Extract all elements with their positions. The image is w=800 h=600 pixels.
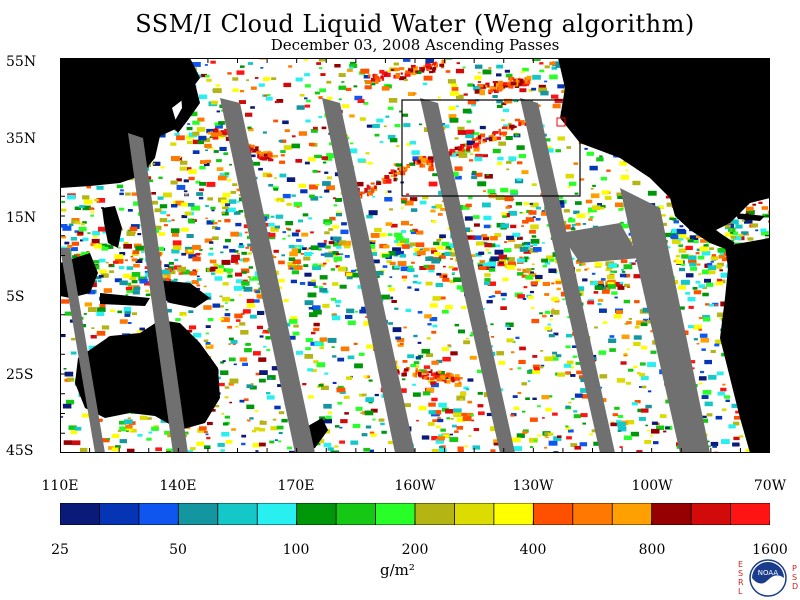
colorbar-swatch (60, 503, 101, 525)
swath-gap-6 (520, 98, 615, 453)
swath-gap-2 (60, 248, 105, 453)
land-indonesia-islands (100, 293, 150, 306)
lat-label-45s: 45S (6, 443, 34, 459)
land-japan (172, 78, 200, 133)
swath-gap-5 (420, 98, 515, 453)
small-red-box (556, 117, 566, 127)
colorbar-swatch (690, 503, 732, 525)
colorbar-swatch (611, 503, 653, 525)
colorbar-label-400: 400 (519, 542, 547, 558)
noaa-logo-text: NOAA (758, 569, 779, 577)
map-title: SSM/I Cloud Liquid Water (Weng algorithm… (135, 10, 695, 38)
highlight-box (401, 99, 581, 197)
colorbar-label-1600: 1600 (752, 542, 788, 558)
colorbar-swatch (493, 503, 535, 525)
colorbar-swatch (572, 503, 613, 525)
lat-label-55n: 55N (6, 54, 37, 70)
swath-gap-1 (128, 133, 188, 453)
land-australia (75, 320, 220, 430)
map-frame (60, 58, 770, 453)
cloud-liquid-water-map (60, 58, 770, 453)
logo-right-letters: PSD (792, 564, 799, 591)
colorbar-label-25: 25 (51, 542, 69, 558)
colorbar-swatch (532, 503, 574, 525)
swath-gap-8 (560, 223, 640, 263)
swath-gap-4 (322, 98, 415, 453)
lon-label-140e: 140E (159, 478, 197, 494)
land-new-guinea (155, 280, 210, 308)
colorbar-swatch (651, 503, 692, 525)
lon-label-160w: 160W (394, 478, 436, 494)
land-masses (60, 58, 770, 453)
colorbar (60, 503, 770, 525)
land-central-america (670, 198, 735, 250)
lat-label-15n: 15N (6, 210, 37, 226)
colorbar-swatch (730, 503, 770, 525)
colorbar-swatch (138, 503, 180, 525)
colorbar-label-200: 200 (401, 542, 429, 558)
colorbar-swatch (375, 503, 416, 525)
colorbar-swatch (177, 503, 219, 525)
land-asia (60, 58, 200, 188)
land-north-america (558, 58, 770, 233)
noaa-logo: ESRL NOAA PSD (734, 556, 800, 600)
lon-label-170e: 170E (277, 478, 315, 494)
lon-label-100w: 100W (631, 478, 673, 494)
colorbar-label-100: 100 (282, 542, 310, 558)
map-subtitle: December 03, 2008 Ascending Passes (270, 36, 560, 54)
lon-label-110e: 110E (41, 478, 79, 494)
colorbar-swatch (296, 503, 337, 525)
colorbar-swatch (414, 503, 456, 525)
land-philippines (102, 206, 122, 248)
colorbar-swatch (454, 503, 495, 525)
colorbar-swatch (335, 503, 377, 525)
colorbar-swatch (256, 503, 298, 525)
colorbar-units: g/m² (380, 561, 415, 579)
lon-label-130w: 130W (512, 478, 554, 494)
lat-label-5s: 5S (6, 289, 25, 305)
colorbar-swatch (99, 503, 140, 525)
colorbar-swatch (217, 503, 258, 525)
noaa-emblem-icon: NOAA (749, 559, 787, 597)
land-south-america (720, 238, 770, 453)
lat-label-35n: 35N (6, 131, 37, 147)
lon-label-70w: 70W (753, 478, 787, 494)
colorbar-label-800: 800 (638, 542, 666, 558)
lat-label-25s: 25S (6, 367, 34, 383)
colorbar-label-50: 50 (169, 542, 187, 558)
swath-gap-3 (220, 98, 315, 453)
land-caribbean (735, 213, 765, 221)
no-data-swaths (60, 98, 710, 453)
swath-gap-7 (620, 188, 710, 453)
logo-left-letters: ESRL (738, 560, 744, 596)
